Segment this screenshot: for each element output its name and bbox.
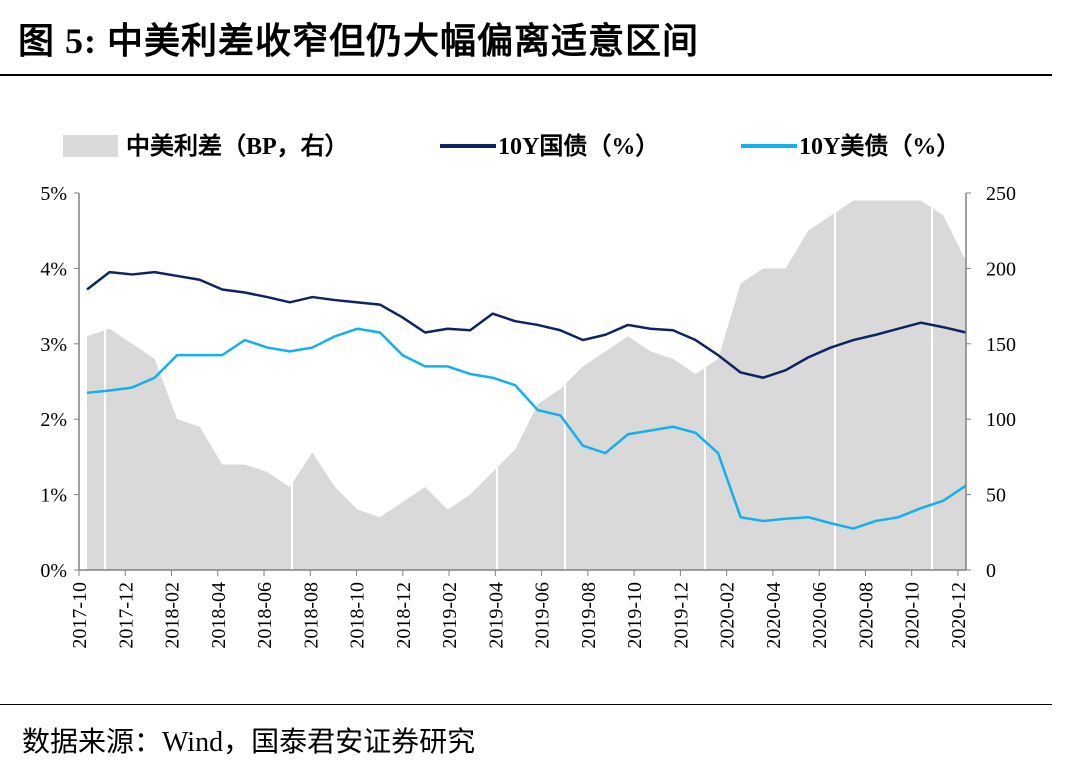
us-10y-line	[86, 327, 967, 530]
y-tick-label-left: 4%	[40, 258, 67, 280]
y-tick-label-right: 250	[986, 183, 1016, 205]
x-tick-label: 2019-02	[439, 582, 461, 649]
x-tick-label: 2019-12	[670, 582, 692, 649]
x-tick-label: 2019-04	[485, 582, 507, 649]
y-tick-label-left: 2%	[40, 409, 67, 431]
y-tick-label-left: 1%	[40, 485, 67, 507]
x-tick-label: 2019-08	[578, 582, 600, 649]
legend-label-spread: 中美利差（BP，右）	[126, 132, 349, 160]
x-tick-label: 2018-04	[208, 582, 230, 649]
x-tick-label: 2017-10	[69, 582, 91, 649]
x-tick-label: 2020-12	[948, 582, 970, 649]
title-rule	[0, 74, 1052, 76]
legend-label-us: 10Y美债（%）	[799, 132, 960, 160]
legend-label-cn: 10Y国债（%）	[498, 133, 659, 160]
y-tick-label-right: 50	[986, 485, 1006, 507]
x-tick-label: 2018-10	[347, 582, 369, 649]
x-tick-label: 2017-12	[115, 582, 137, 649]
spread-area	[87, 200, 966, 571]
y-tick-label-left: 5%	[40, 183, 67, 205]
x-tick-label: 2019-10	[624, 582, 646, 649]
x-tick-label: 2020-02	[717, 582, 739, 649]
source-rule	[0, 704, 1052, 705]
source-note: 数据来源：Wind，国泰君安证券研究	[22, 727, 476, 758]
legend-swatch-spread	[63, 135, 118, 157]
y-tick-label-right: 0	[986, 560, 996, 582]
x-tick-label: 2018-12	[393, 582, 415, 649]
x-tick-label: 2020-10	[902, 582, 924, 649]
chart-title: 图 5: 中美利差收窄但仍大幅偏离适意区间	[18, 21, 699, 61]
x-tick-label: 2018-06	[254, 582, 276, 649]
y-tick-label-left: 0%	[40, 560, 67, 582]
y-tick-label-right: 200	[986, 258, 1016, 280]
x-tick-label: 2019-06	[532, 582, 554, 649]
y-tick-label-right: 150	[986, 334, 1016, 356]
y-tick-label-left: 3%	[40, 334, 67, 356]
cn-10y-line	[86, 270, 967, 379]
x-tick-label: 2018-02	[162, 582, 184, 649]
y-tick-label-right: 100	[986, 409, 1016, 431]
x-tick-label: 2020-06	[809, 582, 831, 649]
x-tick-label: 2020-04	[763, 582, 785, 649]
x-tick-label: 2018-08	[300, 582, 322, 649]
x-tick-label: 2020-08	[855, 582, 877, 649]
